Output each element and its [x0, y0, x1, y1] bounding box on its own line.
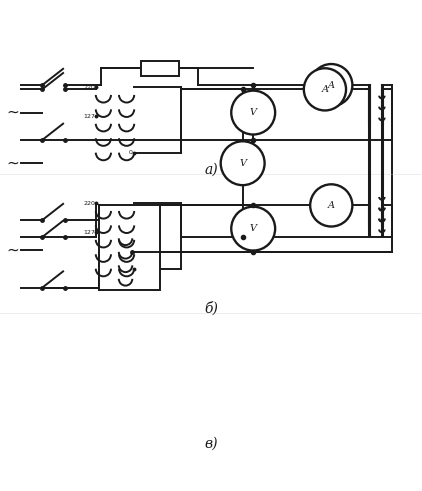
Circle shape — [310, 64, 352, 106]
Text: ~: ~ — [6, 156, 19, 171]
Circle shape — [304, 68, 346, 110]
Text: ~: ~ — [6, 105, 19, 120]
Text: 127: 127 — [83, 114, 95, 119]
Text: 0: 0 — [129, 266, 133, 271]
Text: V: V — [250, 108, 257, 117]
Text: а): а) — [204, 163, 218, 177]
Text: A: A — [328, 201, 335, 210]
Text: A: A — [328, 81, 335, 90]
Circle shape — [231, 207, 275, 250]
Bar — [141, 61, 179, 76]
Text: 220: 220 — [83, 201, 95, 206]
Text: 220: 220 — [83, 85, 95, 90]
Circle shape — [310, 184, 352, 226]
Text: V: V — [239, 159, 246, 168]
Text: V: V — [250, 224, 257, 233]
Circle shape — [231, 91, 275, 135]
Bar — [99, 205, 160, 290]
Circle shape — [221, 141, 265, 185]
Text: 127: 127 — [83, 230, 95, 235]
Text: 0: 0 — [129, 150, 133, 155]
Text: ~: ~ — [6, 242, 19, 257]
Text: б): б) — [204, 301, 218, 316]
Text: в): в) — [204, 437, 218, 451]
Text: A: A — [322, 85, 328, 94]
